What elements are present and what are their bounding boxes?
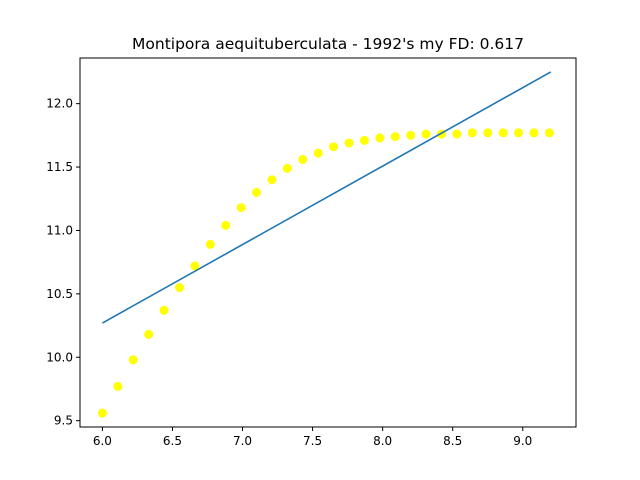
data-point (221, 220, 231, 230)
y-tick-label: 11.0 (46, 223, 73, 237)
data-point (252, 187, 262, 197)
data-point (144, 329, 154, 339)
y-axis: 9.5 10.0 10.5 11.0 11.5 12.0 (46, 97, 80, 428)
data-point (514, 128, 524, 138)
data-point (498, 128, 508, 138)
data-point (390, 132, 400, 142)
data-point (113, 381, 123, 391)
data-point (313, 148, 323, 158)
axes-frame (79, 57, 577, 428)
data-point (267, 175, 277, 185)
data-point (421, 129, 431, 139)
data-point (205, 239, 215, 249)
data-point (344, 138, 354, 148)
x-axis: 6.0 6.5 7.0 7.5 8.0 8.5 9.0 (93, 427, 532, 448)
data-point (359, 135, 369, 145)
x-tick-label: 7.5 (303, 434, 322, 448)
data-point (97, 408, 107, 418)
x-tick-label: 7.0 (233, 434, 252, 448)
x-tick-label: 9.0 (513, 434, 532, 448)
plot-area (97, 71, 554, 418)
chart-title: Montipora aequituberculata - 1992's my F… (132, 35, 524, 53)
data-point (483, 128, 493, 138)
data-point (452, 129, 462, 139)
data-point (190, 261, 200, 271)
data-point (128, 355, 138, 365)
data-point (406, 130, 416, 140)
data-point (467, 128, 477, 138)
x-tick-label: 8.0 (373, 434, 392, 448)
x-tick-label: 6.5 (163, 434, 182, 448)
data-point (375, 133, 385, 143)
y-tick-label: 10.5 (46, 287, 73, 301)
y-tick-label: 11.5 (46, 160, 73, 174)
data-point (282, 163, 292, 173)
data-point (329, 142, 339, 152)
data-point (174, 283, 184, 293)
data-point (544, 128, 554, 138)
y-tick-label: 9.5 (54, 414, 73, 428)
data-point (529, 128, 539, 138)
data-point (298, 154, 308, 164)
data-point (236, 203, 246, 213)
y-tick-label: 10.0 (46, 350, 73, 364)
fit-line (102, 71, 552, 324)
data-point (159, 305, 169, 315)
y-tick-label: 12.0 (46, 97, 73, 111)
x-tick-label: 6.0 (93, 434, 112, 448)
x-tick-label: 8.5 (443, 434, 462, 448)
